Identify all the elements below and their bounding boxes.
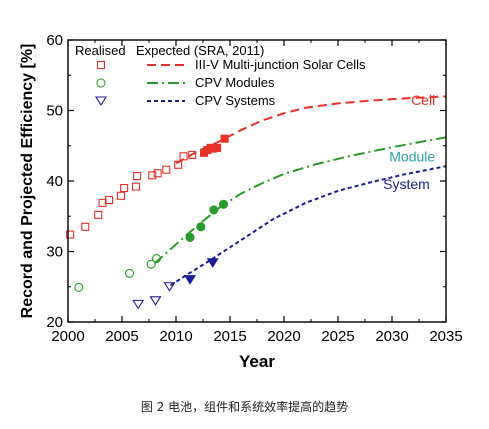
realised-point-filled — [185, 232, 195, 242]
legend-marker — [95, 96, 107, 107]
realised-point-open — [116, 191, 125, 200]
realised-point-open — [188, 150, 197, 159]
x-tick-label: 2035 — [429, 328, 462, 345]
realised-point-open — [149, 296, 162, 306]
realised-point-open — [131, 182, 141, 191]
plot-frame — [67, 39, 447, 323]
efficiency-chart: 2000 2005 2010 2015 2020 2025 2030 203520304050… — [19, 32, 463, 371]
realised-point-open — [74, 282, 84, 293]
series-annotation: Cell — [411, 92, 435, 108]
realised-point-open — [174, 160, 183, 169]
series-annotation: Module — [389, 148, 435, 164]
x-tick-label: 2030 — [375, 328, 408, 345]
y-tick-label: 30 — [46, 244, 63, 261]
legend-marker — [96, 60, 106, 70]
expected-line — [170, 165, 447, 287]
realised-point-open — [120, 184, 129, 193]
y-tick-label: 60 — [46, 32, 63, 49]
realised-point-filled — [206, 258, 219, 268]
y-tick-label: 50 — [46, 103, 63, 120]
realised-point-filled — [196, 222, 206, 232]
expected-line — [153, 136, 447, 265]
realised-point-filled — [218, 199, 229, 209]
expected-line — [175, 95, 447, 165]
realised-point-open — [179, 152, 188, 161]
y-axis-label: Record and Projected Efficiency [%] — [19, 44, 36, 319]
x-axis-label: Year — [239, 352, 275, 371]
legend-entry: CPV Systems — [195, 93, 276, 108]
realised-point-filled — [212, 143, 222, 152]
realised-point-open — [104, 195, 114, 205]
legend-header-realised: Realised — [75, 43, 126, 58]
series-circle — [74, 136, 447, 293]
realised-point-open — [66, 230, 75, 239]
realised-point-open — [153, 169, 162, 178]
legend-marker — [96, 78, 106, 88]
realised-point-open — [162, 165, 171, 174]
realised-point-open — [148, 171, 157, 180]
x-tick-label: 2020 — [267, 328, 300, 345]
x-tick-label: 2015 — [213, 328, 246, 345]
realised-point-open — [152, 253, 162, 264]
labels-layer: 2000 2005 2010 2015 2020 2025 2030 203520304050… — [46, 32, 462, 345]
series-layer — [66, 95, 447, 310]
series-square — [66, 95, 447, 239]
realised-point-filled — [184, 275, 197, 285]
realised-point-open — [133, 172, 142, 181]
realised-point-open — [146, 259, 156, 269]
y-tick-label: 20 — [46, 314, 63, 331]
realised-point-open — [132, 299, 145, 310]
realised-point-open — [81, 222, 90, 231]
realised-point-open — [94, 210, 103, 219]
legend-header-expected: Expected (SRA, 2011) — [136, 43, 264, 58]
series-triangle-down — [132, 165, 447, 310]
realised-point-filled — [220, 134, 229, 143]
x-tick-label: 2000 — [51, 328, 84, 345]
realised-point-open — [163, 282, 176, 292]
realised-point-filled — [209, 205, 219, 215]
realised-point-open — [125, 268, 135, 278]
legend-entry: CPV Modules — [195, 75, 275, 90]
y-tick-label: 40 — [46, 173, 63, 190]
figure-caption: 图 2 电池，组件和系统效率提高的趋势 — [140, 400, 349, 414]
series-annotation: System — [383, 176, 430, 192]
x-tick-label: 2005 — [105, 328, 138, 345]
x-tick-label: 2025 — [321, 328, 354, 345]
legend: Realised Expected (SRA, 2011)III-V Multi-… — [75, 43, 366, 108]
x-tick-label: 2010 — [159, 328, 192, 345]
legend-entry: III-V Multi-junction Solar Cells — [195, 57, 366, 72]
